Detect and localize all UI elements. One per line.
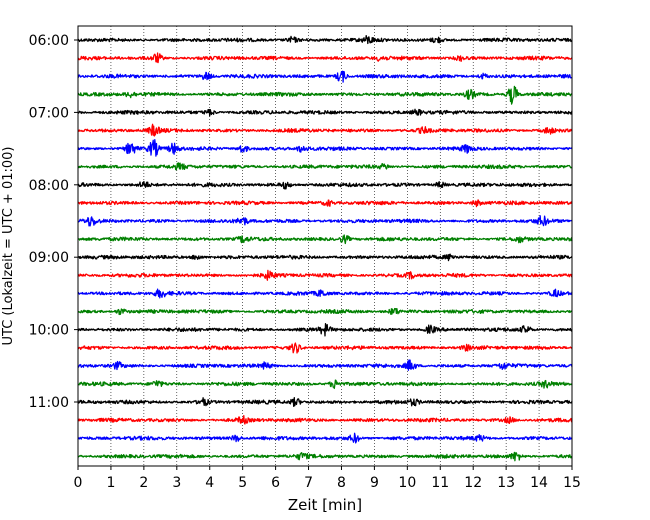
x-tick-label: 7 — [304, 475, 313, 491]
x-tick-label: 5 — [238, 475, 247, 491]
x-tick-label: 6 — [271, 475, 280, 491]
y-axis-label: UTC (Lokalzeit = UTC + 01:00) — [1, 147, 16, 346]
x-tick-label: 9 — [370, 475, 379, 491]
seismic-trace — [77, 432, 573, 444]
y-tick-label: 07:00 — [29, 105, 69, 121]
x-tick-label: 0 — [74, 475, 83, 491]
x-axis: 0 1 2 3 4 5 6 7 8 9 10 11 12 13 14 15 — [74, 466, 581, 491]
seismic-trace — [77, 323, 573, 337]
seismic-trace — [77, 253, 573, 262]
seismic-trace — [77, 307, 573, 316]
x-tick-label: 2 — [139, 475, 148, 491]
seismic-trace — [77, 234, 573, 245]
trace-group — [77, 34, 573, 462]
x-tick-label: 11 — [431, 475, 449, 491]
seismic-trace — [77, 139, 573, 157]
seismic-trace — [77, 415, 573, 425]
grid-lines — [110, 26, 540, 466]
seismic-trace — [77, 180, 573, 190]
seismic-trace — [77, 85, 573, 105]
seismic-trace — [77, 215, 573, 227]
seismic-trace — [77, 288, 573, 299]
seismic-trace — [77, 34, 573, 45]
y-axis: 06:00 07:00 08:00 09:00 10:00 11:00 — [29, 33, 78, 411]
x-tick-label: 15 — [563, 475, 581, 491]
x-tick-label: 10 — [398, 475, 416, 491]
x-tick-label: 13 — [497, 475, 515, 491]
x-tick-label: 14 — [530, 475, 548, 491]
seismic-trace — [77, 199, 573, 208]
y-tick-label: 08:00 — [29, 178, 69, 194]
x-tick-label: 3 — [172, 475, 181, 491]
y-tick-label: 06:00 — [29, 33, 69, 49]
seismic-trace — [77, 123, 573, 137]
seismic-trace — [77, 108, 573, 117]
x-tick-label: 8 — [337, 475, 346, 491]
x-tick-label: 1 — [106, 475, 115, 491]
seismic-trace — [77, 451, 573, 462]
x-tick-label: 12 — [464, 475, 482, 491]
x-axis-label: Zeit [min] — [288, 496, 362, 514]
y-tick-label: 09:00 — [29, 250, 69, 266]
seismic-trace — [77, 269, 573, 281]
y-tick-label: 10:00 — [29, 323, 69, 339]
seismic-trace — [77, 397, 573, 407]
y-tick-label: 11:00 — [29, 395, 69, 411]
seismic-trace — [77, 359, 573, 371]
seismic-trace — [77, 379, 573, 390]
seismic-trace — [77, 70, 573, 83]
seismic-trace — [77, 342, 573, 354]
plot-frame — [77, 25, 573, 467]
seismic-trace — [77, 162, 573, 171]
x-tick-label: 4 — [205, 475, 214, 491]
seismic-trace — [77, 52, 573, 64]
